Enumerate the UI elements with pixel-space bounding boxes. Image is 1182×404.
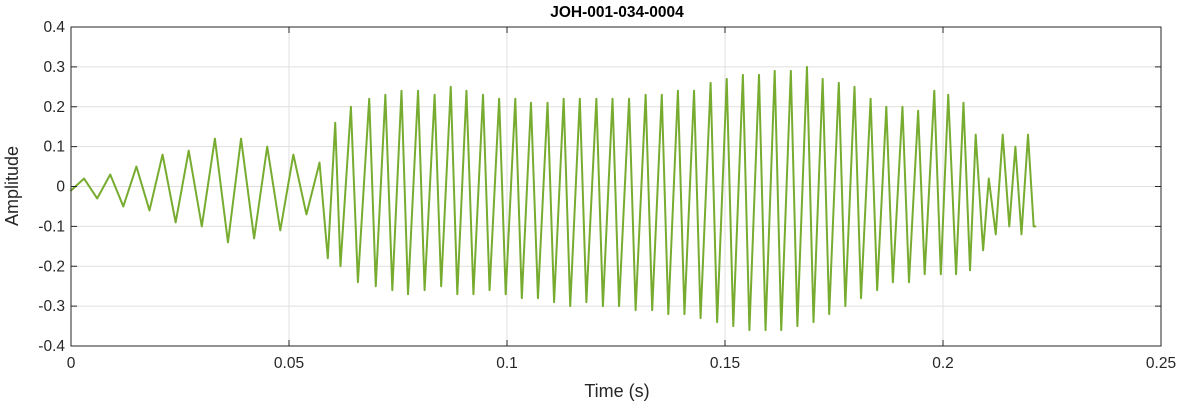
tick-labels: 0 0.05 0.1 0.15 0.2 0.25 -0.4 -0.3 -0.2 -0.1 0 0.1 0… [38, 19, 1176, 372]
y-tick-label: 0.3 [43, 59, 65, 76]
y-axis-label: Amplitude [2, 146, 22, 226]
x-tick-label: 0 [67, 355, 76, 372]
y-tick-label: 0.4 [43, 19, 65, 36]
y-tick-label: -0.4 [38, 338, 65, 355]
x-tick-label: 0.25 [1146, 355, 1176, 372]
x-axis-label: Time (s) [584, 381, 649, 401]
y-tick-label: 0.1 [43, 139, 65, 156]
chart-title: JOH-001-034-0004 [550, 4, 684, 21]
x-tick-label: 0.1 [496, 355, 518, 372]
x-tick-label: 0.05 [274, 355, 304, 372]
y-tick-label: -0.1 [38, 218, 65, 235]
y-tick-label: -0.3 [38, 298, 65, 315]
y-tick-label: 0 [56, 179, 65, 196]
y-tick-label: 0.2 [43, 99, 65, 116]
y-tick-label: -0.2 [38, 258, 65, 275]
tick-marks [70, 26, 1162, 347]
waveform-series-line [70, 65, 1037, 332]
x-tick-label: 0.2 [932, 355, 954, 372]
series-layer [70, 65, 1037, 332]
x-tick-label: 0.15 [710, 355, 740, 372]
